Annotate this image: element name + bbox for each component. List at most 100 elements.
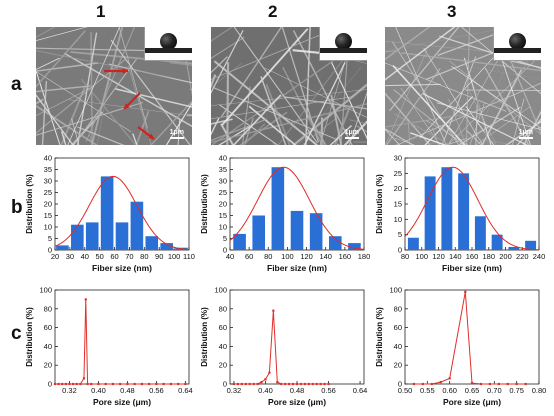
y-tick-label: 35	[219, 165, 227, 174]
x-tick-label: 120	[300, 252, 313, 261]
y-axis-label: Distribution (%)	[200, 307, 209, 367]
y-tick-label: 20	[44, 200, 52, 209]
y-tick-label: 0	[398, 246, 402, 255]
red-arrow-1	[104, 68, 128, 74]
data-point	[162, 382, 165, 386]
data-point	[299, 382, 303, 386]
y-tick-label: 5	[48, 234, 52, 243]
histogram-bar	[71, 224, 84, 250]
histogram-bar	[145, 236, 159, 250]
data-point	[506, 382, 509, 386]
y-tick-label: 40	[394, 342, 402, 351]
data-point	[126, 382, 129, 386]
y-tick-label: 25	[394, 169, 402, 178]
plot-frame	[54, 289, 190, 385]
scale-bar-line	[344, 137, 359, 139]
data-point	[430, 382, 433, 386]
data-point	[515, 382, 518, 386]
histogram-bar	[309, 213, 323, 250]
y-tick-label: 40	[219, 342, 227, 351]
pore-distribution-line	[413, 291, 526, 385]
x-tick-label: 90	[155, 252, 163, 261]
histogram-bar	[56, 245, 69, 250]
data-point	[470, 381, 474, 385]
data-point	[524, 382, 527, 386]
data-point	[133, 382, 136, 386]
x-tick-label: 0.80	[532, 386, 546, 395]
data-point	[79, 382, 82, 386]
y-tick-label: 80	[219, 304, 227, 313]
plot-frame	[229, 289, 365, 385]
x-tick-label: 180	[358, 252, 371, 261]
y-tick-label: 0	[398, 380, 402, 389]
data-point	[323, 382, 326, 386]
substrate	[320, 48, 367, 53]
x-tick-label: 0.60	[442, 386, 457, 395]
y-tick-label: 25	[219, 188, 227, 197]
histogram-bar	[271, 167, 285, 250]
x-axis-label: Pore size (μm)	[443, 397, 501, 407]
histogram-bar	[441, 167, 453, 250]
row-label-b: b	[11, 197, 23, 218]
x-tick-label: 140	[449, 252, 462, 261]
data-point	[412, 382, 416, 386]
data-point	[244, 382, 247, 386]
y-axis-label: Distribution (%)	[25, 307, 34, 367]
y-tick-label: 100	[389, 286, 402, 295]
x-tick-label: 160	[339, 252, 352, 261]
x-tick-label: 40	[226, 252, 234, 261]
data-point	[319, 382, 322, 386]
data-point	[97, 382, 100, 386]
y-tick-label: 15	[219, 211, 227, 220]
y-tick-label: 10	[219, 223, 227, 232]
y-tick-label: 0	[223, 380, 227, 389]
data-point	[311, 382, 314, 386]
y-tick-label: 20	[394, 361, 402, 370]
data-point	[104, 382, 107, 386]
data-point	[252, 382, 255, 386]
data-point	[177, 382, 180, 386]
y-tick-label: 0	[48, 246, 52, 255]
scale-bar-label: 1μm	[518, 129, 533, 136]
pore-size-distribution-2: 0 20 40 60 80 100 0.32 0.40 0.48 0.56 0.64 Pore siz…	[200, 286, 367, 408]
histogram-bar	[160, 243, 173, 250]
y-tick-label: 5	[398, 230, 402, 239]
x-tick-label: 120	[432, 252, 445, 261]
y-tick-label: 0	[48, 380, 52, 389]
x-tick-label: 0.65	[465, 386, 480, 395]
x-tick-label: 0.55	[420, 386, 435, 395]
data-point	[119, 382, 122, 386]
data-point	[256, 382, 259, 386]
y-tick-label: 80	[44, 304, 52, 313]
column-number-2: 2	[268, 2, 278, 21]
histogram-bar	[130, 201, 144, 250]
data-point	[155, 382, 158, 386]
histogram-bar	[491, 234, 503, 250]
data-point	[68, 382, 71, 386]
data-point	[307, 382, 310, 386]
fiber-texture	[211, 27, 367, 145]
scale-bar: 1μm	[345, 129, 359, 139]
x-tick-label: 160	[466, 252, 479, 261]
data-point	[90, 382, 93, 386]
data-point	[84, 298, 87, 301]
histogram-bar	[474, 216, 486, 250]
y-tick-label: 10	[44, 223, 52, 232]
red-arrow-3	[137, 126, 155, 140]
data-point	[240, 382, 243, 386]
x-tick-label: 40	[81, 252, 89, 261]
x-tick-label: 0.32	[227, 386, 242, 395]
histogram-bar	[508, 246, 520, 250]
data-point	[72, 382, 75, 386]
fiber-texture	[36, 27, 192, 145]
scale-bar: 1μm	[170, 129, 184, 139]
y-axis-label: Distribution (%)	[375, 174, 384, 234]
data-point	[61, 382, 64, 386]
y-tick-label: 60	[394, 323, 402, 332]
red-arrow-2	[123, 92, 141, 110]
y-tick-label: 0	[223, 246, 227, 255]
y-tick-label: 30	[44, 177, 52, 186]
data-point	[439, 381, 442, 384]
data-point	[260, 381, 263, 384]
y-tick-label: 30	[394, 154, 402, 163]
